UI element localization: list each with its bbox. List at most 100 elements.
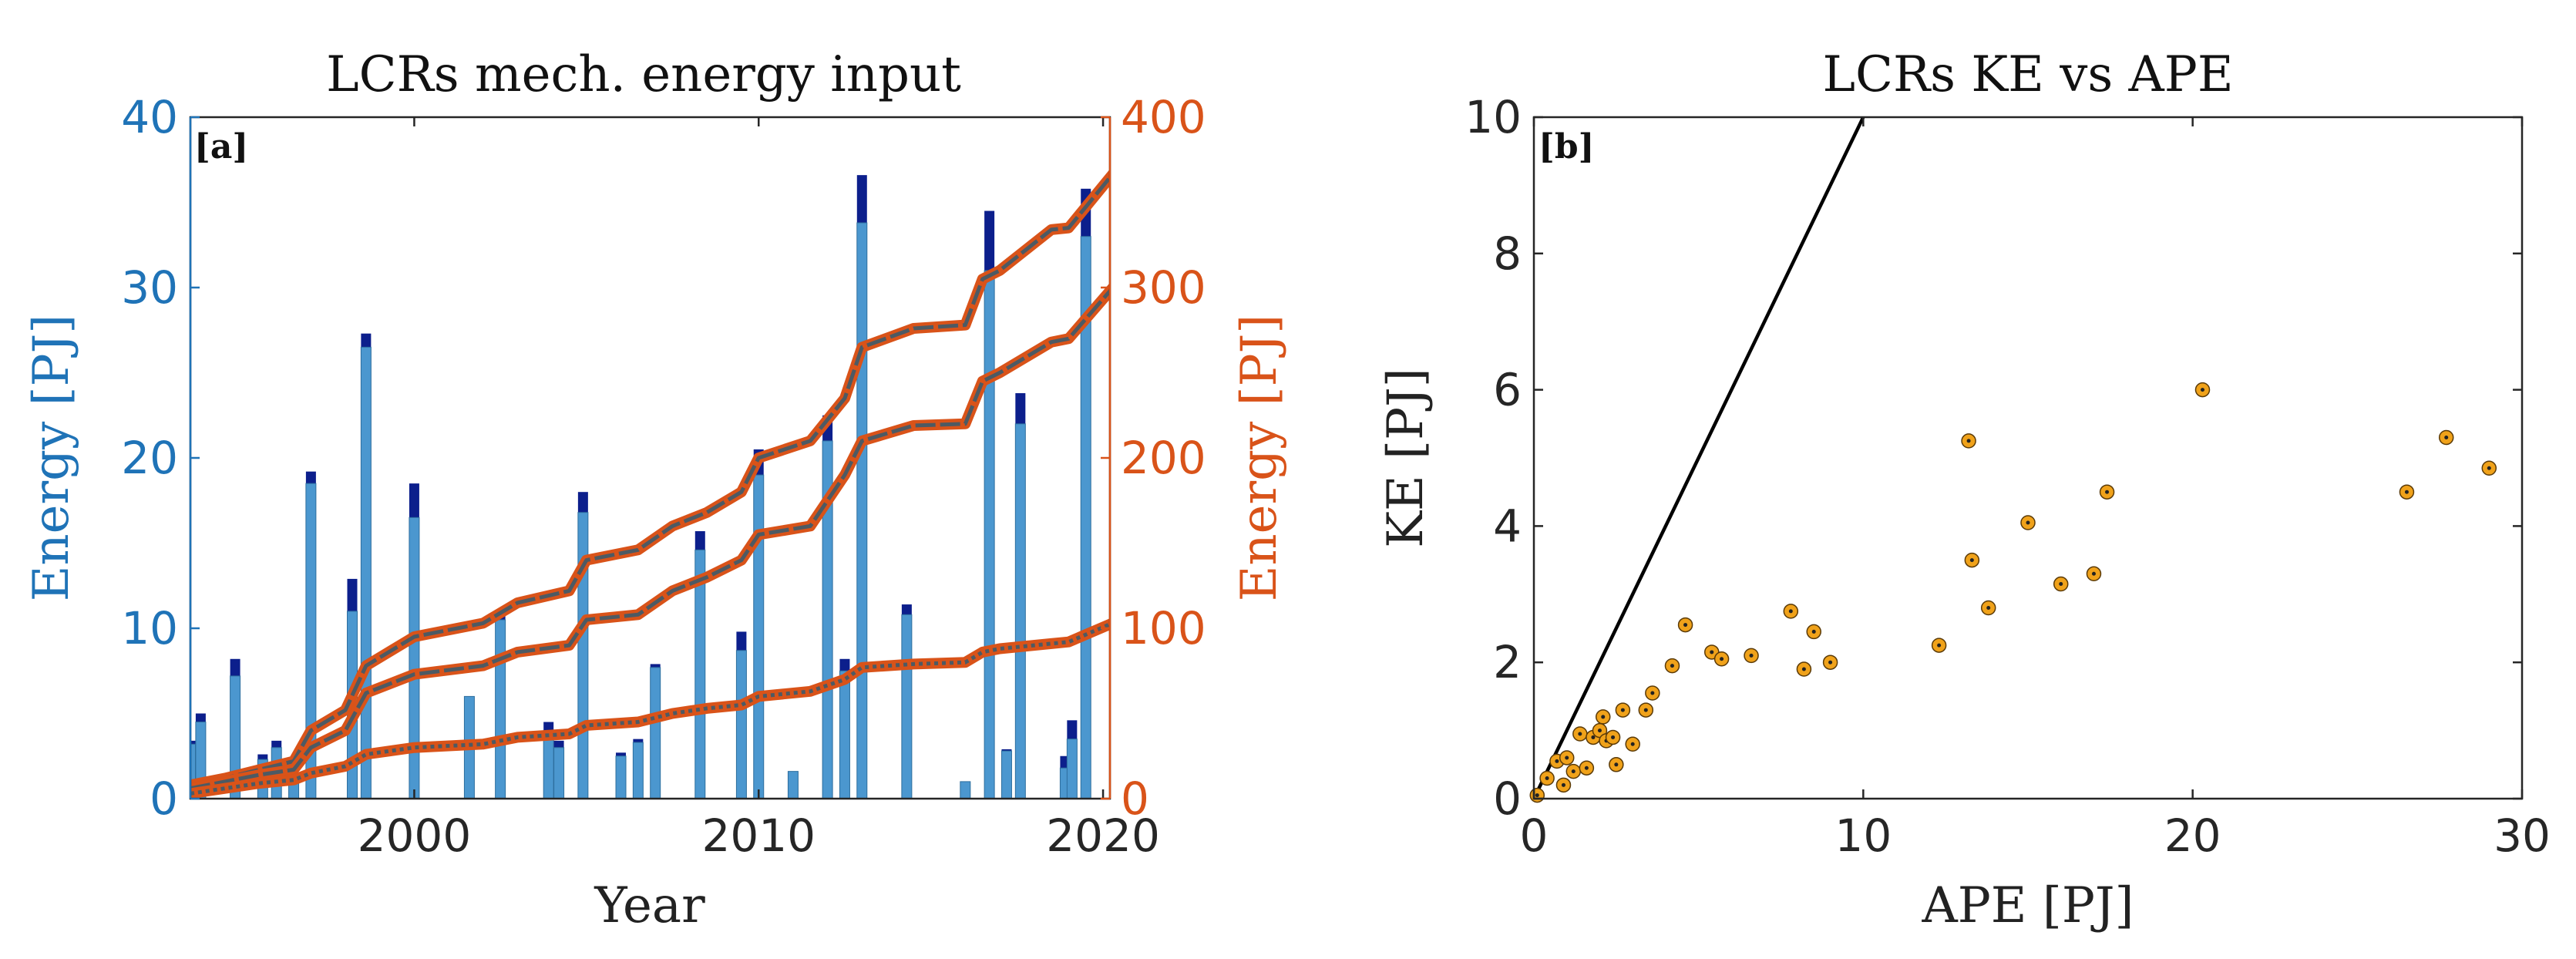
y-tick-label: 6 [1493, 364, 1522, 416]
scatter-point-center [1650, 691, 1655, 695]
y2-tick-label: 400 [1121, 91, 1206, 143]
chart-b-ylabel: KE [PJ] [1377, 368, 1434, 548]
y-tick-label: 4 [1493, 500, 1522, 552]
cumulative-line-core-2 [190, 288, 1110, 791]
x-tick-label: 0 [1520, 809, 1549, 862]
reference-line [1532, 116, 1865, 799]
scatter-point-center [1614, 762, 1619, 767]
y-tick-label: 0 [150, 772, 178, 825]
scatter-point-center [1720, 657, 1724, 661]
chart-b-title: LCRs KE vs APE [1822, 46, 2233, 103]
scatter-point-center [1555, 759, 1559, 763]
scatter-point-center [1601, 715, 1606, 719]
y2-tick-label: 0 [1121, 772, 1149, 825]
y2-tick-label: 200 [1121, 432, 1206, 484]
chart-a-bars [190, 175, 1091, 799]
bar-component [901, 614, 913, 799]
x-tick-label: 2000 [358, 809, 472, 862]
chart-b-xlabel: APE [PJ] [1922, 877, 2134, 934]
bar-component [787, 771, 799, 799]
chart-b-ticks: 0 10 20 30 0 2 4 6 8 10 [1465, 91, 2551, 862]
chart-a-ylabel-right: Energy [PJ] [1231, 315, 1288, 602]
x-tick-label: 30 [2494, 809, 2551, 862]
y-tick-label: 20 [121, 432, 178, 484]
x-tick-label: 20 [2164, 809, 2221, 862]
chart-b-plot [1529, 116, 2497, 803]
y-tick-label: 30 [121, 261, 178, 314]
y2-tick-label: 300 [1121, 261, 1206, 314]
bar-component [1000, 750, 1012, 799]
scatter-point-center [1611, 735, 1616, 739]
chart-b-panel-label: [b] [1539, 127, 1594, 167]
bar-component [984, 270, 995, 799]
bar-component [632, 742, 644, 799]
scatter-point-center [1811, 629, 1816, 634]
scatter-point-center [1620, 708, 1625, 712]
scatter-point-center [1584, 766, 1589, 770]
scatter-point-center [1643, 708, 1648, 712]
scatter-point-center [1670, 664, 1674, 668]
cumulative-line-core-3 [190, 622, 1110, 796]
chart-a-ylabel-left: Energy [PJ] [23, 315, 80, 602]
chart-a-title: LCRs mech. energy input [326, 46, 961, 103]
scatter-point-center [2026, 520, 2030, 525]
bar-component [839, 670, 850, 799]
scatter-point-center [1969, 558, 1974, 563]
scatter-point-center [1683, 623, 1688, 628]
scatter-point-center [2487, 466, 2491, 470]
x-tick-label: 2010 [701, 809, 816, 862]
bar-component [360, 346, 372, 799]
scatter-point-center [1966, 439, 1971, 443]
scatter-point-center [1788, 609, 1793, 614]
scatter-point-center [1597, 729, 1602, 733]
scatter-point-center [1630, 742, 1635, 746]
bar-component [1066, 739, 1078, 799]
scatter-point-center [1545, 776, 1549, 780]
scatter-point-center [2059, 582, 2063, 587]
chart-a-panel-label: [a] [194, 127, 248, 167]
bar-component [753, 474, 765, 799]
scatter-point-center [2091, 571, 2096, 576]
bar-component [735, 650, 747, 799]
scatter-point-center [2105, 490, 2110, 494]
bar-component [409, 517, 420, 799]
y-tick-label: 10 [1465, 91, 1522, 143]
x-tick-label: 2020 [1046, 809, 1160, 862]
cumulative-line-core-1 [190, 174, 1110, 787]
bar-component [615, 755, 627, 799]
y-tick-label: 8 [1493, 227, 1522, 280]
bar-component [1014, 423, 1026, 799]
scatter-point-center [1937, 643, 1942, 648]
chart-b: LCRs KE vs APE 0 10 20 30 0 2 4 6 8 10 [b] APE [P… [1377, 46, 2551, 934]
bar-component [553, 747, 565, 799]
scatter-point-center [1565, 755, 1569, 760]
scatter-point-center [2444, 435, 2449, 439]
scatter-point-center [1986, 605, 1991, 610]
bar-component [495, 619, 506, 799]
chart-a: LCRs mech. energy input 2000 2010 20200102… [23, 46, 1288, 934]
cumulative-line-1 [190, 169, 1110, 791]
scatter-point-center [1828, 660, 1833, 665]
y-tick-label: 40 [121, 91, 178, 143]
scatter-point-center [1710, 650, 1714, 654]
scatter-point-center [1749, 653, 1754, 658]
scatter-point-center [1561, 782, 1565, 787]
y2-tick-label: 100 [1121, 602, 1206, 654]
chart-b-axes-box [1532, 116, 2524, 800]
x-tick-label: 10 [1834, 809, 1892, 862]
bar-component [856, 222, 868, 799]
scatter-point-center [1571, 769, 1576, 774]
y-tick-label: 10 [121, 602, 178, 654]
scatter-point-center [1535, 793, 1539, 798]
y-tick-label: 0 [1493, 772, 1522, 825]
scatter-point-center [1801, 667, 1806, 671]
scatter-point-center [1578, 732, 1582, 736]
y-tick-label: 2 [1493, 636, 1522, 688]
bar-component [960, 781, 971, 799]
scatter-point-center [1591, 735, 1596, 739]
scatter-point-center [2404, 490, 2409, 494]
chart-a-xlabel: Year [594, 877, 705, 934]
chart-a-cumulative-lines [190, 169, 1110, 799]
